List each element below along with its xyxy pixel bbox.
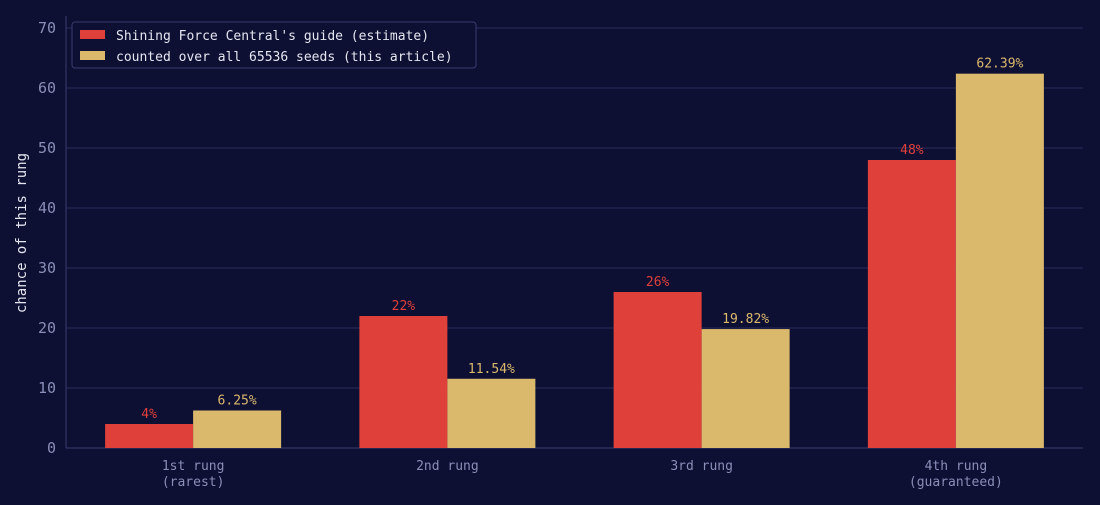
bar-guide	[867, 160, 956, 448]
bar-counted	[193, 410, 282, 448]
y-tick-label: 70	[38, 19, 56, 37]
data-labels: 4% 6.25% 22% 11.54% 26% 19.82% 48% 62.39%	[141, 57, 1023, 422]
legend-label-guide: Shining Force Central's guide (estimate)	[116, 29, 429, 44]
data-label: 6.25%	[218, 394, 257, 409]
y-tick-label: 10	[38, 379, 56, 397]
data-label: 62.39%	[976, 57, 1023, 72]
data-label: 48%	[900, 143, 924, 158]
bar-guide	[359, 316, 448, 448]
legend-frame	[71, 21, 477, 69]
data-label: 22%	[392, 299, 416, 314]
x-tick-label: 2nd rung	[416, 459, 479, 474]
bars	[105, 73, 1044, 448]
data-label: 19.82%	[722, 312, 769, 327]
bar-counted	[955, 73, 1044, 448]
legend: Shining Force Central's guide (estimate)…	[71, 21, 477, 69]
x-tick-label: (guaranteed)	[909, 475, 1003, 490]
bar-counted	[701, 329, 790, 448]
y-tick-labels: 0 10 20 30 40 50 60 70	[38, 19, 56, 457]
data-label: 4%	[141, 407, 157, 422]
y-tick-label: 30	[38, 259, 56, 277]
y-tick-label: 60	[38, 79, 56, 97]
y-tick-label: 20	[38, 319, 56, 337]
y-axis-label: chance of this rung	[14, 153, 30, 313]
x-tick-label: 3rd rung	[670, 459, 733, 474]
bar-guide	[613, 292, 702, 448]
bar-counted	[447, 378, 536, 448]
x-tick-label: 4th rung	[925, 459, 988, 474]
legend-label-counted: counted over all 65536 seeds (this artic…	[116, 50, 453, 65]
y-tick-label: 40	[38, 199, 56, 217]
legend-swatch-counted	[80, 51, 105, 60]
x-tick-label: 1st rung	[162, 459, 225, 474]
y-tick-label: 0	[47, 439, 56, 457]
bar-guide	[105, 424, 194, 448]
x-tick-label: (rarest)	[162, 475, 225, 490]
y-tick-label: 50	[38, 139, 56, 157]
data-label: 26%	[646, 275, 670, 290]
legend-swatch-guide	[80, 30, 105, 39]
data-label: 11.54%	[468, 362, 515, 377]
x-tick-labels: 1st rung(rarest) 2nd rung 3rd rung 4th rung…	[162, 459, 1003, 490]
